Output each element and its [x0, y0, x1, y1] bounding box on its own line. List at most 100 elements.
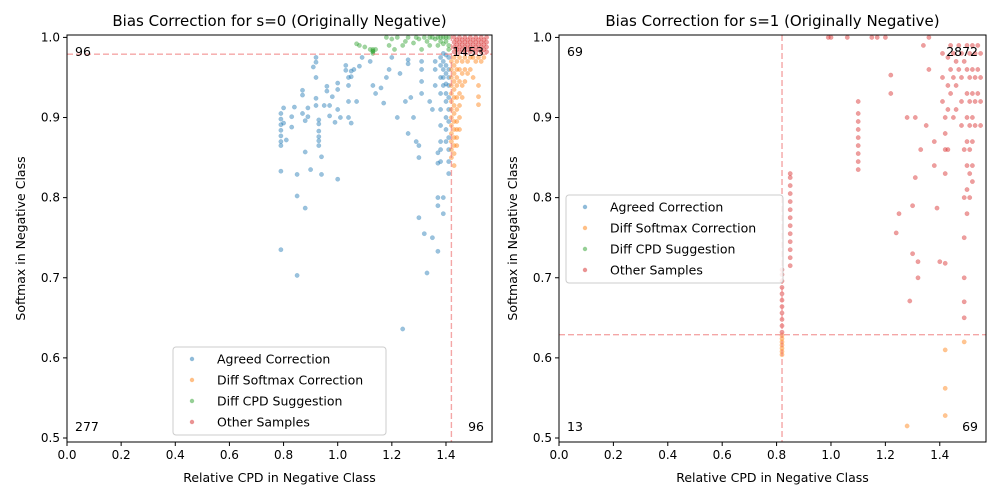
data-point	[459, 37, 465, 43]
data-point	[467, 54, 473, 60]
data-point	[283, 137, 289, 143]
data-point	[408, 95, 414, 100]
data-point	[975, 91, 981, 96]
legend-entry: Diff Softmax Correction	[610, 221, 756, 236]
data-point	[438, 38, 444, 44]
data-point	[346, 99, 351, 104]
data-point	[972, 123, 978, 128]
x-tick-label: 1.2	[876, 448, 895, 462]
y-tick-label: 0.7	[533, 271, 552, 285]
data-point	[451, 39, 457, 45]
data-point	[457, 39, 462, 45]
data-point	[451, 62, 457, 68]
data-point	[459, 58, 465, 64]
data-point	[926, 67, 932, 72]
data-point	[964, 139, 970, 145]
y-axis-label: Softmax in Negative Class	[13, 156, 28, 320]
data-point	[787, 199, 793, 205]
data-point	[920, 42, 926, 48]
data-point	[454, 75, 460, 80]
data-point	[972, 99, 978, 104]
data-point	[948, 91, 954, 96]
data-point	[451, 79, 457, 84]
data-point	[289, 114, 295, 120]
x-tick-label: 0.2	[112, 448, 131, 462]
data-point	[346, 115, 351, 120]
data-point	[940, 99, 945, 104]
y-tick-label: 0.8	[533, 191, 552, 205]
x-tick-label: 0.6	[713, 448, 732, 462]
data-point	[440, 67, 446, 72]
data-point	[302, 118, 308, 124]
data-point	[942, 115, 948, 120]
data-point	[961, 147, 967, 153]
data-point	[421, 34, 427, 40]
data-point	[324, 83, 330, 89]
data-point	[278, 168, 284, 174]
data-point	[454, 42, 460, 48]
data-point	[378, 85, 384, 91]
data-point	[931, 163, 937, 169]
chart-title: Bias Correction for s=1 (Originally Nega…	[605, 12, 939, 30]
data-point	[467, 67, 473, 72]
legend-marker	[582, 204, 588, 210]
right-chart-panel: Bias Correction for s=1 (Originally Nega…	[505, 12, 987, 485]
data-point	[289, 124, 295, 130]
data-point	[465, 46, 471, 52]
data-point	[443, 38, 449, 44]
data-point	[476, 37, 481, 43]
legend-entry: Agreed Correction	[217, 352, 330, 367]
data-point	[855, 151, 861, 157]
data-point	[446, 75, 452, 80]
legend-marker	[189, 377, 195, 383]
data-point	[443, 81, 449, 87]
data-point	[354, 99, 360, 104]
data-point	[419, 91, 425, 96]
data-point	[411, 40, 416, 46]
data-point	[457, 44, 462, 50]
data-point	[476, 54, 481, 60]
data-point	[446, 135, 452, 141]
data-point	[956, 42, 962, 48]
data-point	[321, 103, 327, 108]
y-tick-label: 1.0	[533, 30, 552, 44]
data-point	[476, 46, 481, 52]
plot-frame	[66, 34, 493, 443]
data-point	[367, 46, 373, 52]
count-top-right: 1453	[452, 44, 484, 59]
data-point	[291, 104, 297, 110]
data-point	[343, 62, 349, 68]
data-point	[964, 187, 970, 193]
data-point	[978, 99, 984, 104]
data-point	[300, 111, 305, 116]
data-point	[470, 75, 476, 80]
x-tick-label: 1.4	[930, 448, 949, 462]
data-point	[978, 50, 984, 56]
data-point	[319, 154, 324, 160]
data-point	[446, 67, 452, 72]
y-axis-label: Softmax in Negative Class	[505, 156, 520, 320]
data-point	[950, 115, 956, 120]
data-point	[923, 123, 929, 128]
data-point	[419, 58, 425, 64]
plot-frame	[558, 34, 987, 443]
data-point	[454, 37, 460, 43]
data-point	[950, 75, 956, 80]
data-point	[438, 91, 444, 96]
data-point	[324, 88, 330, 94]
data-point	[978, 75, 984, 80]
data-point	[904, 423, 910, 429]
data-point	[313, 54, 319, 60]
data-point	[945, 147, 951, 153]
data-point	[478, 58, 484, 64]
data-point	[435, 195, 441, 201]
data-point	[432, 58, 438, 64]
data-point	[278, 139, 284, 145]
data-point	[459, 42, 465, 48]
data-point	[381, 100, 387, 106]
y-tick-label: 0.7	[41, 271, 60, 285]
data-point	[454, 135, 460, 141]
data-point	[443, 127, 449, 132]
data-point	[405, 61, 411, 67]
data-point	[454, 95, 460, 100]
